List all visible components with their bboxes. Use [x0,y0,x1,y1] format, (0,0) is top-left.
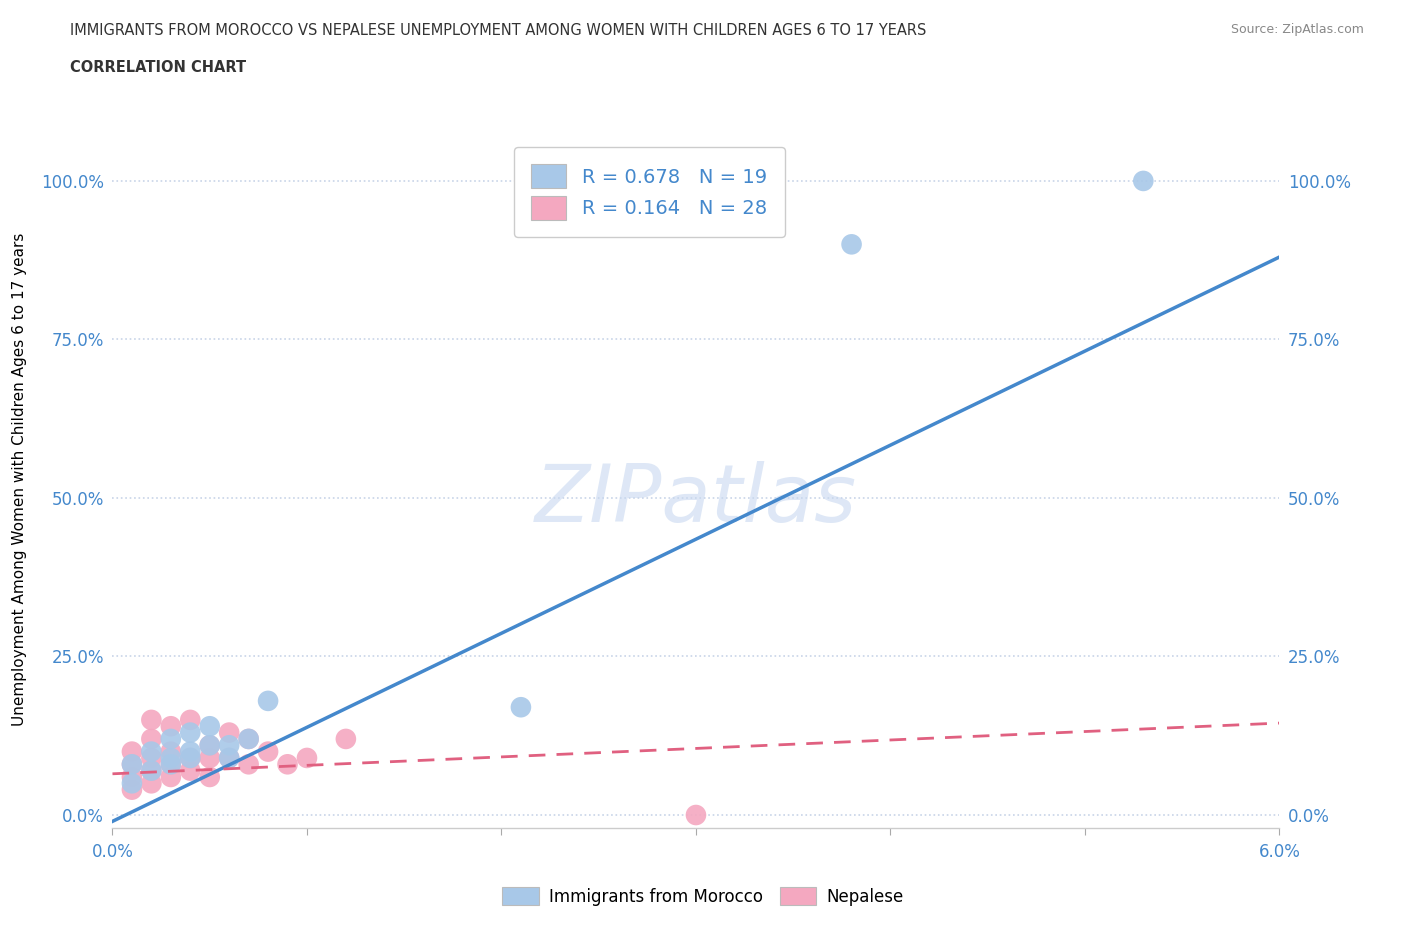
Point [1132,174,1154,189]
Point [238,757,260,772]
Point [160,751,183,765]
Point [238,732,260,747]
Point [179,744,201,759]
Point [257,744,280,759]
Point [121,757,143,772]
Legend: R = 0.678   N = 19, R = 0.164   N = 28: R = 0.678 N = 19, R = 0.164 N = 28 [515,147,785,237]
Point [160,769,183,784]
Point [141,732,163,747]
Point [160,744,183,759]
Point [141,764,163,778]
Point [218,737,240,752]
Point [121,757,143,772]
Point [198,769,221,784]
Point [141,764,163,778]
Point [295,751,318,765]
Point [179,764,201,778]
Point [218,751,240,765]
Point [160,757,183,772]
Point [335,732,357,747]
Point [141,744,163,759]
Point [179,751,201,765]
Point [257,694,280,709]
Point [179,725,201,740]
Point [121,744,143,759]
Point [276,757,298,772]
Text: ZIPatlas: ZIPatlas [534,461,858,538]
Point [198,719,221,734]
Point [121,769,143,784]
Point [160,732,183,747]
Point [160,757,183,772]
Point [179,751,201,765]
Point [141,751,163,765]
Point [198,737,221,752]
Point [121,776,143,790]
Point [509,699,531,714]
Point [238,732,260,747]
Point [160,719,183,734]
Point [841,237,863,252]
Y-axis label: Unemployment Among Women with Children Ages 6 to 17 years: Unemployment Among Women with Children A… [13,232,27,725]
Text: Source: ZipAtlas.com: Source: ZipAtlas.com [1230,23,1364,36]
Point [218,751,240,765]
Point [685,807,707,822]
Point [198,737,221,752]
Point [179,712,201,727]
Point [198,751,221,765]
Text: CORRELATION CHART: CORRELATION CHART [70,60,246,75]
Legend: Immigrants from Morocco, Nepalese: Immigrants from Morocco, Nepalese [496,881,910,912]
Point [141,776,163,790]
Point [141,712,163,727]
Text: IMMIGRANTS FROM MOROCCO VS NEPALESE UNEMPLOYMENT AMONG WOMEN WITH CHILDREN AGES : IMMIGRANTS FROM MOROCCO VS NEPALESE UNEM… [70,23,927,38]
Point [121,782,143,797]
Point [218,725,240,740]
